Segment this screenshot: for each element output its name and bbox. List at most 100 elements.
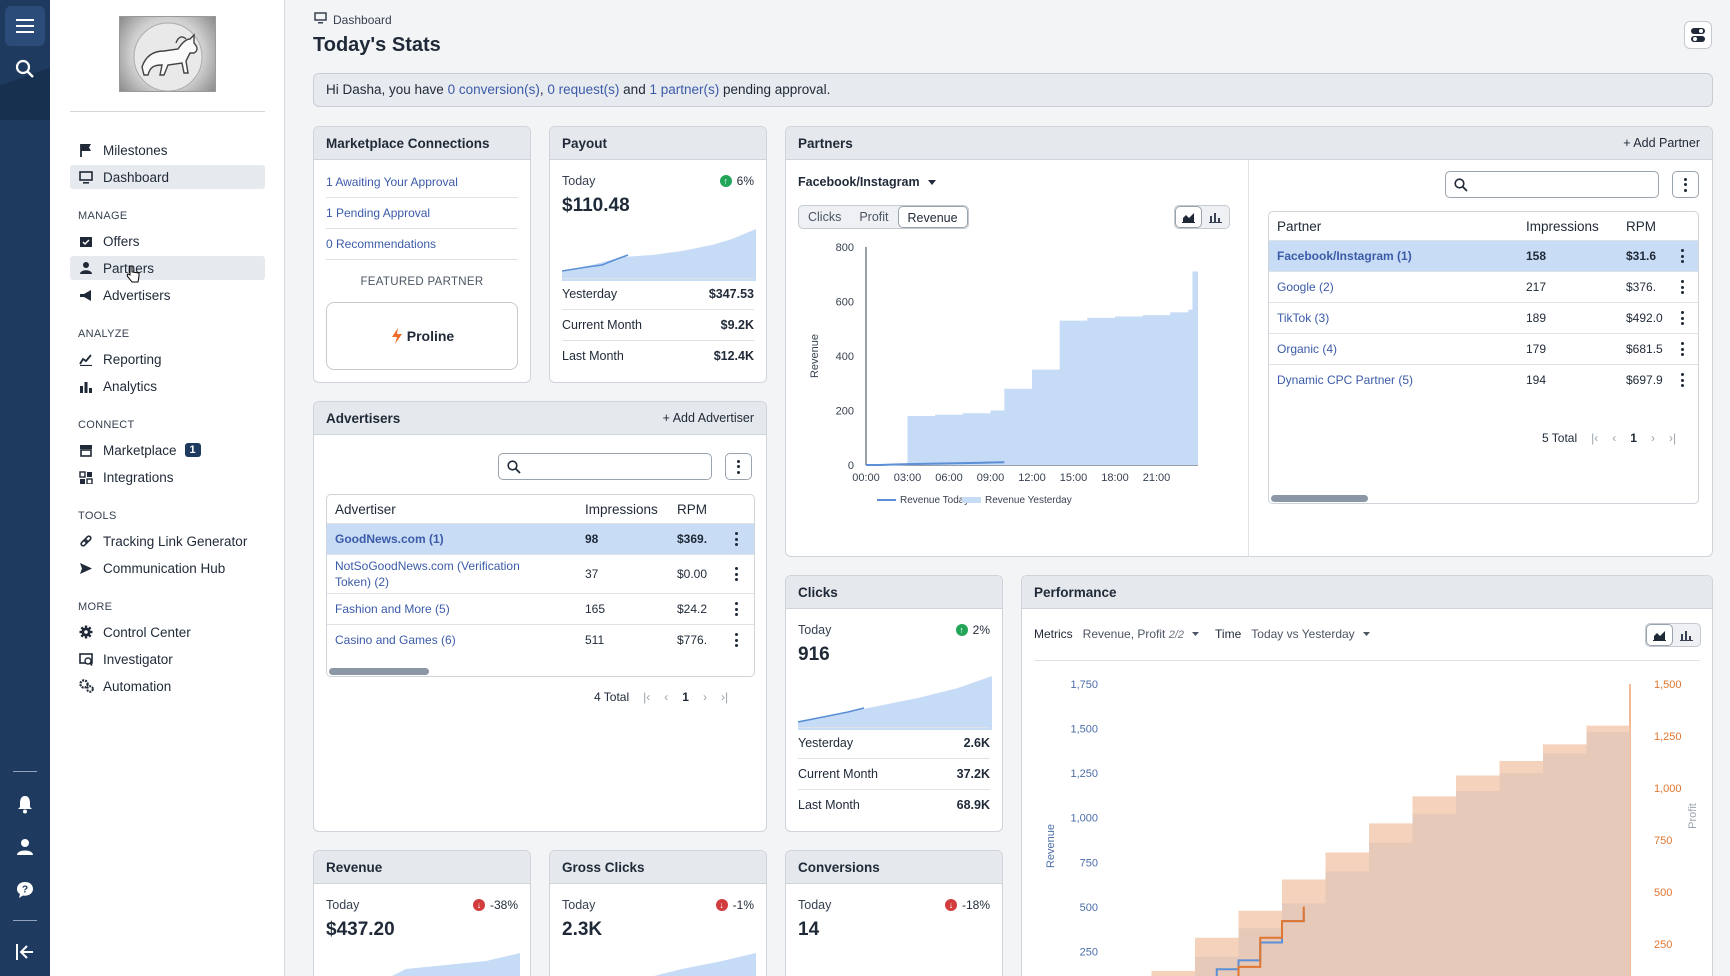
sidebar-item-milestones[interactable]: Milestones [70, 138, 265, 162]
last-page-icon[interactable]: ›| [1668, 431, 1677, 445]
sidebar-item-reporting[interactable]: Reporting [70, 347, 265, 371]
sidebar-item-advertisers[interactable]: Advertisers [70, 283, 265, 307]
sidebar-item-communication-hub[interactable]: Communication Hub [70, 556, 265, 580]
table-row[interactable]: Dynamic CPC Partner (5) 194 $697.9 [1269, 364, 1698, 395]
tab-clicks[interactable]: Clicks [808, 210, 842, 224]
recommendations-link[interactable]: 0 Recommendations [326, 229, 518, 260]
area-chart-icon[interactable] [1646, 624, 1673, 646]
table-row[interactable]: Google (2) 217 $376. [1269, 271, 1698, 302]
partner-filter-dropdown[interactable]: Facebook/Instagram [798, 175, 936, 189]
row-kebab-icon[interactable] [731, 567, 741, 581]
next-page-icon[interactable]: › [1650, 431, 1655, 445]
breadcrumb-label[interactable]: Dashboard [333, 12, 392, 27]
add-partner-button[interactable]: + Add Partner [1623, 136, 1700, 150]
first-page-icon[interactable]: |‹ [1591, 431, 1599, 445]
card-title: Revenue [326, 859, 383, 875]
partner-name-link[interactable]: Dynamic CPC Partner (5) [1277, 373, 1414, 387]
card-header: Advertisers + Add Advertiser [314, 402, 766, 435]
bell-icon[interactable] [5, 784, 45, 824]
featured-partner-tile[interactable]: Proline [326, 302, 518, 370]
column-header[interactable]: Partner [1277, 218, 1322, 234]
partner-name-link[interactable]: Google (2) [1277, 280, 1334, 294]
advertiser-name-link[interactable]: GoodNews.com (1) [335, 532, 444, 546]
partner-name-link[interactable]: Facebook/Instagram (1) [1277, 249, 1412, 263]
help-icon[interactable]: ? [5, 870, 45, 910]
pending-approval-link[interactable]: 1 Pending Approval [326, 198, 518, 229]
sidebar-item-automation[interactable]: Automation [70, 674, 265, 698]
partners-link[interactable]: 1 partner(s) [649, 82, 720, 97]
conversions-link[interactable]: 0 conversion(s) [447, 82, 540, 97]
advertiser-name-link[interactable]: Fashion and More (5) [335, 602, 450, 616]
settings-toggle-button[interactable] [1684, 21, 1712, 49]
legend-entry: Revenue Yesterday [985, 495, 1072, 506]
partner-name-link[interactable]: Organic (4) [1277, 342, 1338, 356]
arrow-down-icon: ↓ [944, 899, 957, 911]
last-page-icon[interactable]: ›| [720, 690, 729, 704]
next-page-icon[interactable]: › [702, 690, 707, 704]
sidebar-item-label: Control Center [103, 624, 191, 640]
partner-search[interactable] [1445, 171, 1659, 198]
page-number[interactable]: 1 [682, 690, 689, 704]
prev-page-icon[interactable]: ‹ [664, 690, 669, 704]
row-kebab-icon[interactable] [731, 602, 741, 616]
page-number[interactable]: 1 [1630, 431, 1637, 445]
table-row[interactable]: NotSoGoodNews.com (Verification Token) (… [327, 554, 754, 593]
divider [70, 111, 265, 112]
bar-chart-icon[interactable] [1202, 206, 1229, 228]
table-row[interactable]: Fashion and More (5) 165 $24.2 [327, 593, 754, 624]
row-kebab-icon[interactable] [731, 532, 741, 546]
first-page-icon[interactable]: |‹ [643, 690, 651, 704]
tab-profit[interactable]: Profit [859, 210, 889, 224]
sidebar-item-marketplace[interactable]: Marketplace 1 [70, 438, 265, 462]
awaiting-approval-link[interactable]: 1 Awaiting Your Approval [326, 167, 518, 198]
advertiser-search-input[interactable] [527, 459, 677, 474]
sidebar-item-integrations[interactable]: Integrations [70, 465, 265, 489]
column-header[interactable]: RPM [1626, 218, 1656, 234]
user-icon[interactable] [5, 827, 45, 867]
tab-revenue[interactable]: Revenue [897, 206, 968, 228]
row-kebab-icon[interactable] [1677, 249, 1687, 263]
sidebar-item-tracking-link-generator[interactable]: Tracking Link Generator [70, 529, 265, 553]
bar-chart-icon[interactable] [1673, 624, 1700, 646]
menu-icon[interactable] [5, 6, 45, 46]
partner-search-input[interactable] [1474, 177, 1624, 192]
sidebar-item-analytics[interactable]: Analytics [70, 374, 265, 398]
column-header[interactable]: RPM [677, 501, 707, 517]
column-header[interactable]: Impressions [1526, 218, 1599, 234]
search-icon[interactable] [5, 49, 45, 89]
column-header[interactable]: Impressions [585, 501, 658, 517]
sidebar-item-dashboard[interactable]: Dashboard [70, 165, 265, 189]
sidebar-item-investigator[interactable]: Investigator [70, 647, 265, 671]
partner-name-link[interactable]: TikTok (3) [1277, 311, 1330, 325]
table-row[interactable]: Organic (4) 179 $681.5 [1269, 333, 1698, 364]
advertiser-name-link[interactable]: Casino and Games (6) [335, 633, 456, 647]
table-row[interactable]: Casino and Games (6) 511 $776. [327, 624, 754, 655]
row-kebab-icon[interactable] [1677, 311, 1687, 325]
metrics-dropdown[interactable]: Revenue, Profit 2/2 [1083, 627, 1184, 641]
sidebar-item-partners[interactable]: Partners [70, 256, 265, 283]
advertiser-search[interactable] [498, 453, 712, 480]
requests-link[interactable]: 0 request(s) [547, 82, 620, 97]
time-dropdown[interactable]: Today vs Yesterday [1251, 627, 1355, 641]
row-kebab-icon[interactable] [1677, 342, 1687, 356]
horizontal-scrollbar[interactable] [329, 668, 429, 675]
row-kebab-icon[interactable] [1677, 280, 1687, 294]
table-row[interactable]: Facebook/Instagram (1) 158 $31.6 [1269, 240, 1698, 271]
add-advertiser-button[interactable]: + Add Advertiser [662, 411, 754, 425]
advertiser-more-button[interactable] [725, 453, 752, 480]
partner-more-button[interactable] [1672, 171, 1699, 198]
advertiser-name-link[interactable]: NotSoGoodNews.com (Verification Token) (… [335, 559, 520, 589]
table-row[interactable]: TikTok (3) 189 $492.0 [1269, 302, 1698, 333]
company-logo[interactable] [119, 16, 216, 92]
row-kebab-icon[interactable] [731, 633, 741, 647]
horizontal-scrollbar[interactable] [1271, 495, 1368, 502]
column-header[interactable]: Advertiser [335, 501, 396, 517]
sidebar-item-control-center[interactable]: Control Center [70, 620, 265, 644]
row-kebab-icon[interactable] [1677, 373, 1687, 387]
y2-tick-label: 1,500 [1654, 679, 1682, 691]
prev-page-icon[interactable]: ‹ [1612, 431, 1617, 445]
sidebar-item-offers[interactable]: Offers [70, 229, 265, 253]
collapse-icon[interactable] [5, 932, 45, 972]
table-row[interactable]: GoodNews.com (1) 98 $369. [327, 523, 754, 554]
area-chart-icon[interactable] [1175, 206, 1202, 228]
